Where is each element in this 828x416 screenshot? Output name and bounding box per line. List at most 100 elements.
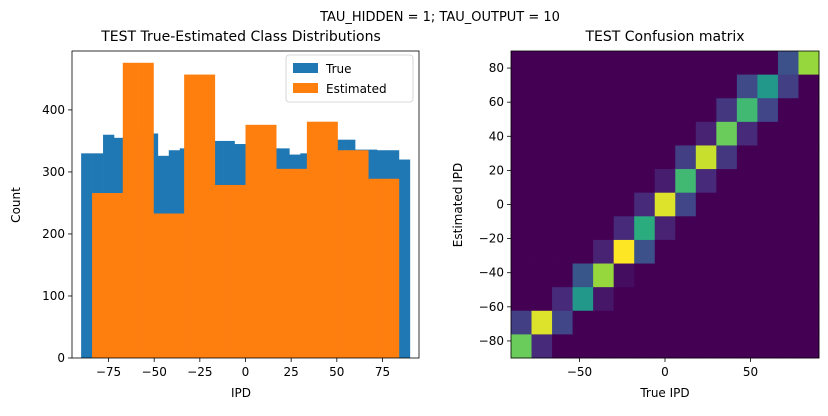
cm-cell [654, 287, 676, 312]
hist-bar-estimated [107, 193, 124, 358]
cm-cell [798, 145, 820, 170]
cm-cell [572, 263, 594, 288]
cm-y-tick-label: 0 [496, 198, 504, 212]
cm-cell [654, 51, 676, 76]
hist-bar-estimated [214, 184, 231, 358]
cm-y-tick-label: −20 [479, 232, 504, 246]
cm-cell [675, 263, 697, 288]
cm-cell [654, 192, 676, 217]
cm-cell [613, 121, 635, 146]
cm-cell [675, 239, 697, 264]
hist-bar-estimated [291, 168, 308, 358]
cm-cell [716, 239, 738, 264]
cm-cell [511, 263, 532, 288]
cm-cell [654, 310, 676, 335]
hist-x-tick-label: 50 [329, 365, 344, 379]
cm-cell [736, 51, 758, 76]
cm-cell [572, 121, 594, 146]
cm-y-tick-label: −60 [479, 300, 504, 314]
cm-cell [531, 310, 553, 335]
hist-bar-estimated [260, 124, 277, 358]
cm-cell [736, 74, 758, 99]
cm-cell [593, 334, 615, 359]
cm-cell [613, 145, 635, 170]
cm-cell [798, 263, 820, 288]
cm-cell [531, 192, 553, 217]
cm-cell [798, 74, 820, 99]
cm-cell [777, 310, 799, 335]
cm-cell [757, 145, 779, 170]
cm-cell [613, 263, 635, 288]
cm-y-tick-label: −40 [479, 266, 504, 280]
cm-cell [757, 263, 779, 288]
cm-cell [613, 334, 635, 359]
cm-cell [695, 216, 717, 241]
cm-cell [531, 145, 553, 170]
cm-cell [777, 74, 799, 99]
cm-cell [552, 98, 573, 123]
cm-cell [757, 51, 779, 76]
cm-cell [613, 216, 635, 241]
cm-cell [757, 239, 779, 264]
cm-cell [675, 334, 697, 359]
cm-cell [572, 169, 594, 194]
cm-cell [777, 121, 799, 146]
histogram-x-ticks: −75 −50 −25 0 25 50 75 [96, 358, 390, 379]
cm-cell [675, 145, 697, 170]
cm-cell [654, 169, 676, 194]
cm-cell [531, 169, 553, 194]
cm-cell [511, 216, 532, 241]
cm-cell [736, 145, 758, 170]
histogram-y-ticks: 0 100 200 300 400 [42, 103, 72, 365]
cm-cell [675, 51, 697, 76]
cm-cell [593, 98, 615, 123]
confusion-matrix-title: TEST Confusion matrix [584, 29, 744, 45]
hist-bar-estimated [276, 168, 292, 358]
cm-cell [572, 98, 594, 123]
cm-cell [613, 239, 635, 264]
cm-cell [552, 239, 573, 264]
cm-y-tick-label: 40 [489, 129, 504, 143]
cm-cell [531, 216, 553, 241]
cm-cell [675, 216, 697, 241]
cm-cell [593, 239, 615, 264]
hist-y-tick-label: 100 [42, 289, 65, 303]
confusion-matrix-cells [511, 51, 820, 359]
cm-cell [613, 287, 635, 312]
cm-cell [613, 310, 635, 335]
histogram-title: TEST True-Estimated Class Distributions [100, 29, 381, 45]
cm-cell [634, 216, 656, 241]
legend-label-true: True [325, 62, 352, 76]
legend-swatch-estimated [293, 83, 318, 93]
cm-cell [634, 287, 656, 312]
cm-cell [593, 263, 615, 288]
histogram-y-axis-label: Count [9, 187, 23, 223]
cm-cell [572, 287, 594, 312]
hist-y-tick-label: 300 [42, 165, 65, 179]
cm-cell [695, 145, 717, 170]
cm-cell [736, 334, 758, 359]
cm-cell [757, 334, 779, 359]
cm-cell [593, 121, 615, 146]
cm-cell [798, 287, 820, 312]
cm-cell [654, 121, 676, 146]
cm-cell [511, 169, 532, 194]
cm-cell [511, 192, 532, 217]
cm-cell [798, 98, 820, 123]
cm-cell [552, 51, 573, 76]
cm-cell [695, 98, 717, 123]
cm-cell [777, 51, 799, 76]
hist-bar-estimated [322, 121, 338, 358]
cm-cell [675, 98, 697, 123]
histogram-legend: True Estimated [285, 54, 414, 103]
cm-cell [736, 216, 758, 241]
cm-cell [511, 287, 532, 312]
hist-bar-estimated [352, 150, 369, 358]
cm-cell [695, 310, 717, 335]
cm-cell [593, 192, 615, 217]
cm-cell [777, 98, 799, 123]
cm-cell [654, 145, 676, 170]
cm-cell [736, 98, 758, 123]
confusion-matrix-x-axis-label: True IPD [639, 386, 689, 400]
cm-cell [593, 287, 615, 312]
